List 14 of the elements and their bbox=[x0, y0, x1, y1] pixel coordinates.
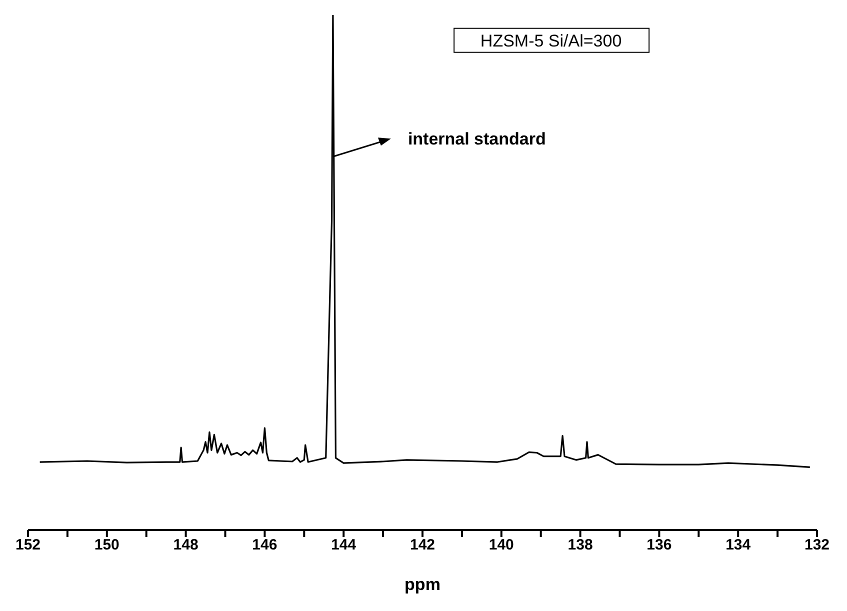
x-tick-label: 144 bbox=[331, 536, 357, 554]
x-axis-title: ppm bbox=[404, 575, 440, 594]
x-tick-label: 136 bbox=[646, 536, 672, 554]
x-tick-label: 152 bbox=[15, 536, 41, 554]
x-tick-label: 146 bbox=[252, 536, 278, 554]
x-tick-label: 134 bbox=[726, 536, 752, 554]
x-tick-label: 148 bbox=[173, 536, 198, 554]
x-tick-label: 142 bbox=[410, 536, 436, 554]
annotation: HZSM-5 Si/Al=300 bbox=[480, 31, 622, 50]
x-tick-label: 140 bbox=[488, 536, 514, 554]
annotation: internal standard bbox=[408, 130, 546, 149]
x-tick-label: 150 bbox=[94, 536, 120, 554]
x-tick-label: 138 bbox=[568, 536, 593, 554]
x-tick-label: 132 bbox=[804, 536, 830, 554]
